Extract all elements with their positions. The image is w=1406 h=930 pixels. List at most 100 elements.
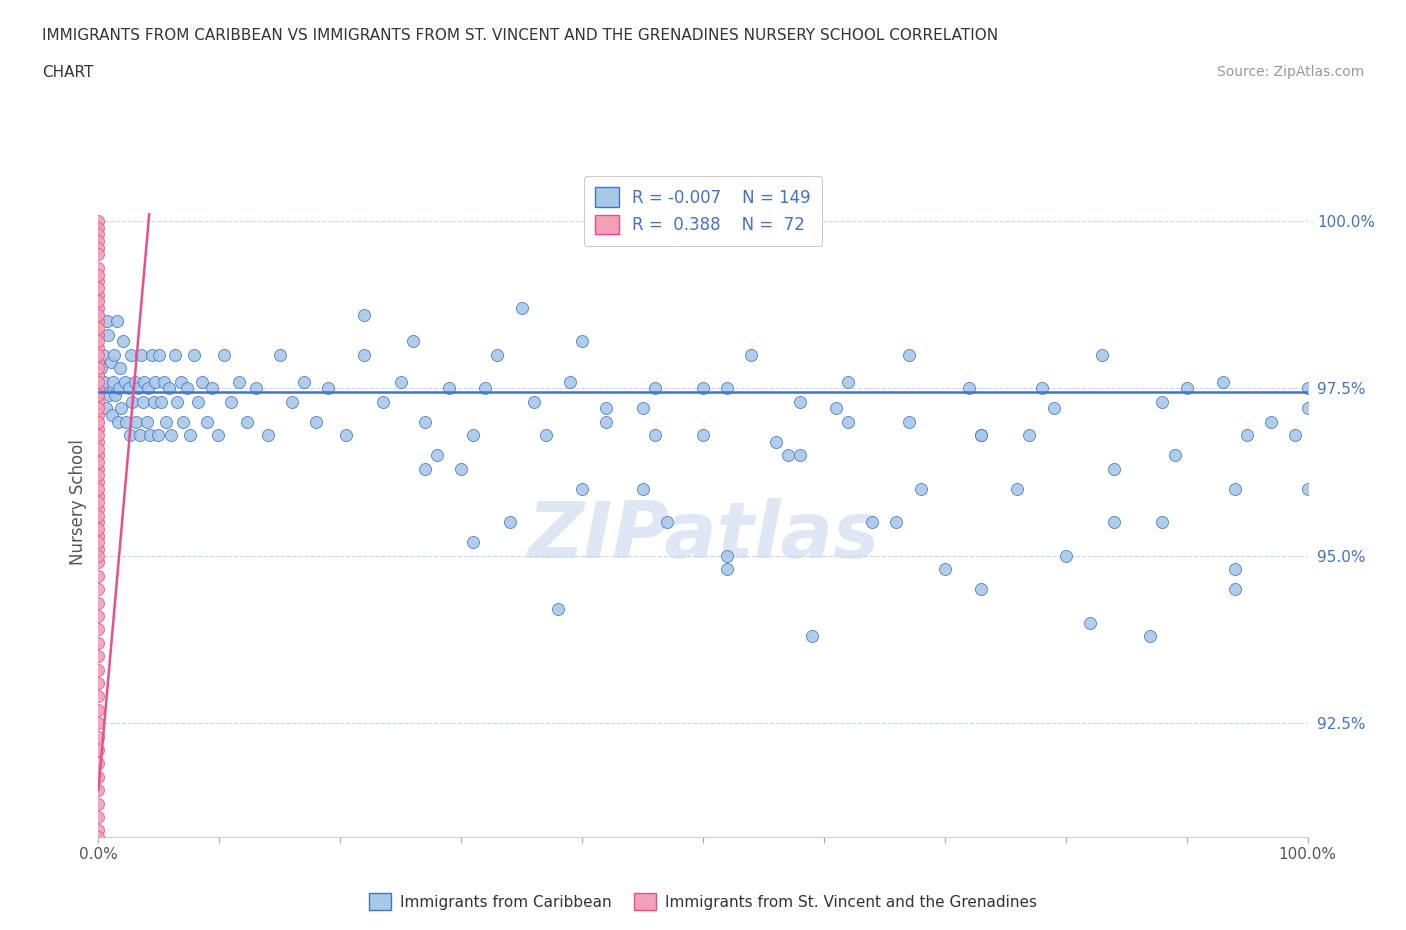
Point <box>1042 401 1064 416</box>
Point <box>87 367 110 382</box>
Point <box>114 374 136 389</box>
Point <box>87 635 110 650</box>
Point <box>132 394 155 409</box>
Point <box>87 455 110 470</box>
Point <box>139 428 162 443</box>
Point <box>716 562 738 577</box>
Point <box>187 394 209 409</box>
Point <box>87 508 110 523</box>
Point <box>87 541 110 556</box>
Point <box>547 602 569 617</box>
Point <box>1296 381 1319 396</box>
Point <box>825 401 848 416</box>
Point <box>716 381 738 396</box>
Point <box>111 334 134 349</box>
Point <box>1018 428 1040 443</box>
Point <box>157 381 180 396</box>
Point <box>87 273 110 288</box>
Point <box>103 348 125 363</box>
Point <box>87 823 110 838</box>
Point <box>87 388 110 403</box>
Point <box>87 240 110 255</box>
Point <box>172 415 194 430</box>
Point <box>135 415 157 430</box>
Point <box>87 742 110 757</box>
Point <box>498 515 520 530</box>
Point <box>143 374 166 389</box>
Point <box>402 334 425 349</box>
Point <box>1260 415 1282 430</box>
Point <box>120 348 142 363</box>
Point <box>1078 616 1101 631</box>
Point <box>1223 562 1246 577</box>
Point <box>335 428 357 443</box>
Point <box>886 515 908 530</box>
Point <box>1152 394 1174 409</box>
Point <box>155 415 177 430</box>
Point <box>1212 374 1234 389</box>
Point <box>87 374 110 389</box>
Point <box>169 374 191 389</box>
Point <box>160 428 183 443</box>
Point <box>87 528 110 543</box>
Point <box>1031 381 1053 396</box>
Point <box>87 260 110 275</box>
Point <box>136 381 159 396</box>
Point <box>87 488 110 503</box>
Point <box>87 716 110 731</box>
Point <box>96 314 118 329</box>
Point <box>87 361 110 376</box>
Point <box>87 729 110 744</box>
Text: Source: ZipAtlas.com: Source: ZipAtlas.com <box>1216 65 1364 79</box>
Point <box>107 415 129 430</box>
Point <box>87 214 110 229</box>
Point <box>87 448 110 463</box>
Point <box>474 381 496 396</box>
Point <box>148 348 170 363</box>
Point <box>87 394 110 409</box>
Point <box>87 501 110 516</box>
Point <box>87 294 110 309</box>
Point <box>195 415 218 430</box>
Point <box>716 549 738 564</box>
Point <box>129 348 152 363</box>
Point <box>87 401 110 416</box>
Point <box>176 381 198 396</box>
Point <box>94 401 117 416</box>
Point <box>292 374 315 389</box>
Point <box>207 428 229 443</box>
Point <box>212 348 235 363</box>
Point <box>201 381 224 396</box>
Point <box>934 562 956 577</box>
Point <box>1175 381 1198 396</box>
Point <box>98 388 121 403</box>
Point <box>87 783 110 798</box>
Point <box>125 415 148 430</box>
Point <box>1223 582 1246 597</box>
Point <box>101 374 124 389</box>
Point <box>87 649 110 664</box>
Point <box>353 307 375 322</box>
Point <box>558 374 581 389</box>
Point <box>87 595 110 610</box>
Point <box>108 381 131 396</box>
Point <box>655 515 678 530</box>
Point <box>87 314 110 329</box>
Point <box>776 448 799 463</box>
Point <box>450 461 472 476</box>
Point <box>316 381 339 396</box>
Point <box>87 608 110 623</box>
Point <box>118 381 141 396</box>
Point <box>91 348 114 363</box>
Point <box>134 374 156 389</box>
Point <box>970 428 993 443</box>
Point <box>371 394 394 409</box>
Point <box>87 267 110 282</box>
Point <box>87 515 110 530</box>
Point <box>87 354 110 369</box>
Point <box>510 300 533 315</box>
Point <box>93 374 115 389</box>
Point <box>426 448 449 463</box>
Point <box>1102 515 1125 530</box>
Point <box>1284 428 1306 443</box>
